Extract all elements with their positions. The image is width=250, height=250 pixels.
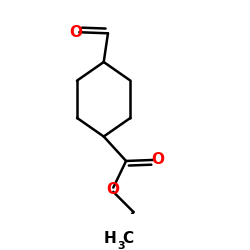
Text: O: O [151,152,164,168]
Text: O: O [69,25,82,40]
Text: C: C [122,231,134,246]
Text: H: H [104,231,117,246]
Text: O: O [106,182,119,197]
Text: 3: 3 [117,241,124,250]
